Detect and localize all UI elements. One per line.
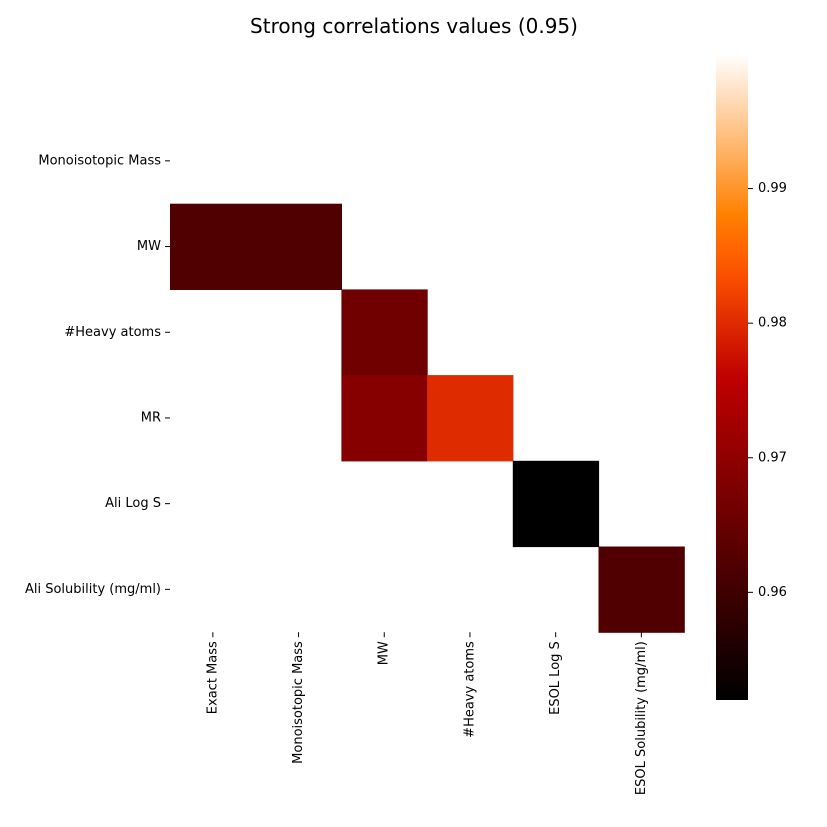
heatmap-cell bbox=[512, 460, 600, 548]
heatmap-cell bbox=[341, 375, 428, 462]
x-tick-label: ESOL Solubility (mg/ml) bbox=[634, 641, 649, 795]
x-tick-label: ESOL Log S bbox=[548, 641, 563, 715]
heatmap-cell bbox=[341, 289, 428, 376]
x-tick-label: Monoisotopic Mass bbox=[291, 641, 306, 764]
chart-title: Strong correlations values (0.95) bbox=[250, 14, 578, 38]
y-tick-label: Ali Solubility (mg/ml) bbox=[25, 582, 161, 597]
y-tick-label: Monoisotopic Mass bbox=[38, 153, 161, 168]
y-tick-label: MW bbox=[137, 239, 161, 254]
colorbar: 0.96 0.97 0.98 0.99 bbox=[716, 54, 787, 700]
heatmap-cell bbox=[427, 375, 514, 462]
x-axis: Exact Mass Monoisotopic Mass MW #Heavy atom… bbox=[205, 632, 649, 795]
colorbar-gradient bbox=[716, 54, 748, 700]
y-axis: Monoisotopic Mass MW #Heavy atoms MR Ali Log… bbox=[25, 153, 170, 597]
colorbar-tick-label: 0.97 bbox=[758, 450, 787, 465]
heatmap-cell bbox=[255, 203, 342, 290]
y-tick-label: MR bbox=[141, 410, 161, 425]
heatmap-cell bbox=[170, 203, 257, 290]
y-tick-label: #Heavy atoms bbox=[64, 325, 161, 340]
y-tick-label: Ali Log S bbox=[105, 496, 161, 511]
colorbar-tick-label: 0.98 bbox=[758, 316, 787, 331]
heatmap-cell bbox=[598, 546, 685, 633]
heatmap-cells bbox=[170, 203, 685, 633]
x-tick-label: MW bbox=[377, 641, 392, 665]
x-tick-label: #Heavy atoms bbox=[462, 641, 477, 738]
colorbar-tick-label: 0.96 bbox=[758, 585, 787, 600]
x-tick-label: Exact Mass bbox=[205, 641, 220, 714]
colorbar-tick-label: 0.99 bbox=[758, 181, 787, 196]
